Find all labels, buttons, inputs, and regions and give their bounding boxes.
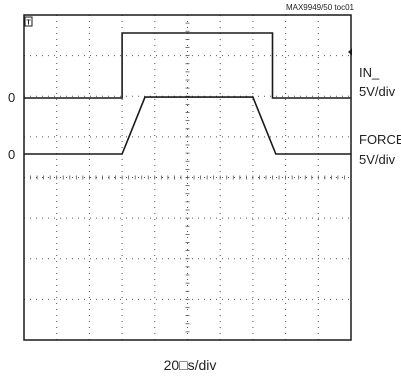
force-zero-label: 0 — [8, 147, 15, 162]
grid — [23, 14, 352, 341]
force-scale-label: 5V/div — [359, 152, 396, 167]
in-trace — [24, 32, 351, 99]
traces — [24, 32, 351, 155]
plot-frame — [23, 14, 352, 341]
in-zero-label: 0 — [8, 90, 15, 105]
trigger-level-arrow — [348, 48, 352, 56]
in-channel-label: IN_ — [359, 65, 380, 80]
trigger-marker-label: T — [26, 20, 31, 27]
force-trace — [24, 96, 351, 155]
time-scale-label: 20□s/div — [164, 357, 217, 373]
force-channel-label: FORCE — [359, 132, 401, 147]
in-scale-label: 5V/div — [359, 84, 396, 99]
figure-id: MAX9949/50 toc01 — [286, 3, 355, 12]
trigger-marker: T — [24, 16, 33, 27]
